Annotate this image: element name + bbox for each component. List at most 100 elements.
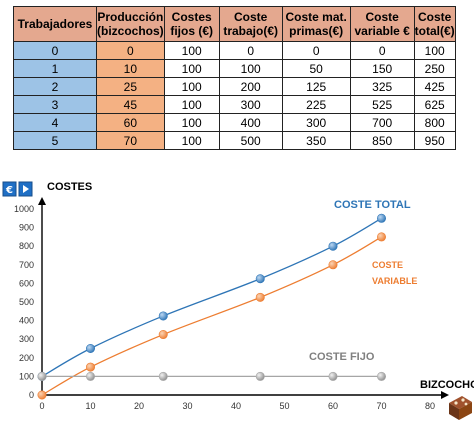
next-arrow-icon[interactable] (18, 181, 33, 197)
table-row: 3 45 100 300 225 525 625 (13, 95, 456, 114)
table-cell: 225 (281, 95, 351, 114)
coste-total-label: COSTE TOTAL (334, 199, 411, 211)
table-cell: 1 (13, 59, 97, 78)
table-cell: 100 (163, 41, 220, 60)
coste-fijo-point (86, 371, 96, 381)
table-row: 0 0 100 0 0 0 100 (13, 41, 456, 60)
coste-total-point (255, 274, 265, 284)
coste-total-point (158, 311, 168, 321)
table-cell: 3 (13, 95, 97, 114)
table-cell: 100 (413, 41, 456, 60)
table-cell: 100 (163, 59, 220, 78)
coste-variable-line (41, 236, 382, 396)
y-tick-label: 0 (29, 390, 34, 400)
table-cell: 4 (13, 113, 97, 132)
coste-fijo-point (255, 371, 265, 381)
cake-icon (449, 396, 472, 420)
table-cell: 100 (163, 113, 220, 132)
table-cell: 700 (349, 113, 415, 132)
table-cell: 70 (96, 131, 165, 150)
table-header-cell: Trabajadores (13, 6, 97, 42)
y-tick-label: 600 (19, 278, 34, 288)
cost-chart: € COSTES BIZCOCHOS 010203040506070800100… (2, 181, 474, 420)
table-cell: 0 (96, 41, 165, 60)
coste-variable-point (328, 260, 338, 270)
x-tick-label: 30 (182, 401, 192, 411)
x-axis-title: BIZCOCHOS (420, 379, 474, 391)
x-tick-label: 40 (231, 401, 241, 411)
table-body: 0 0 100 0 0 0 100 1 10 100 100 50 150 250 2 25 100 200 125… (13, 41, 456, 150)
y-tick-label: 1000 (14, 204, 34, 214)
table-header-row: Trabajadores Producción (bizcochos) Costes f… (13, 6, 456, 42)
table-cell: 25 (96, 77, 165, 96)
x-tick-label: 60 (328, 401, 338, 411)
coste-variable-point (255, 292, 265, 302)
table-cell: 525 (349, 95, 415, 114)
y-tick-label: 400 (19, 316, 34, 326)
coste-variable-point (37, 390, 47, 400)
table-cell: 0 (218, 41, 283, 60)
table-row: 1 10 100 100 50 150 250 (13, 59, 456, 78)
y-tick-label: 700 (19, 260, 34, 270)
table-cell: 2 (13, 77, 97, 96)
table-header-cell: Costes fijos (€) (163, 6, 220, 42)
table-row: 5 70 100 500 350 850 950 (13, 131, 456, 150)
coste-fijo-point (376, 371, 386, 381)
table-cell: 400 (218, 113, 283, 132)
table-cell: 0 (349, 41, 415, 60)
y-axis-title: COSTES (47, 181, 92, 193)
table-cell: 50 (281, 59, 351, 78)
x-tick-label: 50 (279, 401, 289, 411)
header-text: trabajo(€) (223, 24, 279, 38)
x-tick-label: 10 (85, 401, 95, 411)
coste-variable-point (376, 232, 386, 242)
table-cell: 10 (96, 59, 165, 78)
table-header-cell: Coste total(€) (413, 6, 456, 42)
header-text: fijos (€) (170, 24, 213, 38)
euro-icon[interactable]: € (2, 181, 17, 197)
table-header-cell: Coste trabajo(€) (218, 6, 283, 42)
table-cell: 350 (281, 131, 351, 150)
table-cell: 100 (163, 131, 220, 150)
coste-variable-label-line2: VARIABLE (372, 276, 417, 286)
header-text: Coste (365, 10, 399, 24)
table-cell: 850 (349, 131, 415, 150)
table-header-cell: Coste mat. primas(€) (281, 6, 351, 42)
coste-variable-label-line1: COSTE (372, 260, 403, 270)
table-cell: 125 (281, 77, 351, 96)
table-row: 4 60 100 400 300 700 800 (13, 113, 456, 132)
table-cell: 0 (13, 41, 97, 60)
header-text: Coste (418, 10, 452, 24)
table-cell: 300 (218, 95, 283, 114)
table-header-cell: Producción (bizcochos) (96, 6, 165, 42)
table-cell: 325 (349, 77, 415, 96)
y-tick-label: 200 (19, 353, 34, 363)
svg-text:€: € (5, 185, 13, 196)
coste-fijo-point (37, 371, 47, 381)
header-text: (bizcochos) (97, 24, 164, 38)
table-cell: 250 (413, 59, 456, 78)
coste-fijo-point (328, 371, 338, 381)
header-text: total(€) (414, 24, 455, 38)
header-text: primas(€) (289, 24, 344, 38)
coste-variable-point (158, 330, 168, 340)
table-cell: 625 (413, 95, 456, 114)
table-cell: 200 (218, 77, 283, 96)
table-cell: 500 (218, 131, 283, 150)
coste-variable-point (86, 362, 96, 372)
table-cell: 950 (413, 131, 456, 150)
header-text: Producción (97, 10, 164, 24)
table-header-cell: Coste variable € (349, 6, 415, 42)
y-tick-label: 100 (19, 371, 34, 381)
header-text: variable € (354, 24, 410, 38)
table-cell: 0 (281, 41, 351, 60)
x-axis-arrowhead (441, 391, 449, 399)
table-cell: 100 (163, 95, 220, 114)
cost-table: Trabajadores Producción (bizcochos) Costes f… (13, 6, 456, 150)
table-cell: 800 (413, 113, 456, 132)
axes (38, 197, 449, 399)
table-cell: 425 (413, 77, 456, 96)
table-cell: 60 (96, 113, 165, 132)
header-text: Coste mat. (285, 10, 347, 24)
header-text: Coste (234, 10, 268, 24)
